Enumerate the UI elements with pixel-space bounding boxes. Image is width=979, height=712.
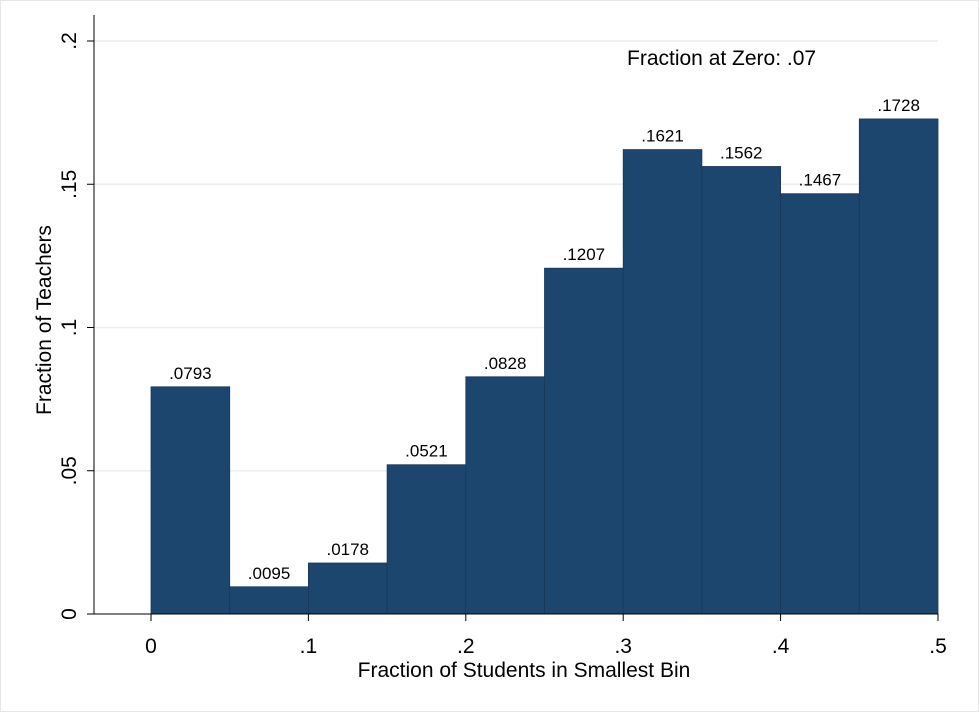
x-tick-label-2: .2 bbox=[457, 635, 475, 658]
bar-5 bbox=[544, 267, 624, 615]
y-tick-label-1: .05 bbox=[58, 456, 81, 485]
y-tick-label-2: .1 bbox=[58, 319, 81, 337]
y-tick-label-3: .15 bbox=[58, 170, 81, 199]
axes bbox=[93, 15, 938, 615]
bar-0 bbox=[150, 386, 231, 615]
bar-label-7: .1562 bbox=[720, 143, 763, 162]
bar-label-1: .0095 bbox=[248, 564, 291, 583]
bar-label-6: .1621 bbox=[641, 127, 684, 146]
x-tick-label-4: .4 bbox=[772, 635, 790, 658]
bars bbox=[150, 118, 939, 615]
bar-6 bbox=[622, 149, 703, 615]
bar-label-2: .0178 bbox=[326, 540, 369, 559]
y-axis-title: Fraction of Teachers bbox=[33, 225, 56, 415]
x-tick-label-3: .3 bbox=[614, 635, 632, 658]
x-axis-title: Fraction of Students in Smallest Bin bbox=[358, 659, 691, 682]
fraction-at-zero-annotation: Fraction at Zero: .07 bbox=[627, 47, 816, 70]
bar-3 bbox=[386, 464, 467, 615]
bar-4 bbox=[465, 376, 545, 615]
y-tick-label-4: .2 bbox=[58, 32, 81, 50]
bar-label-9: .1728 bbox=[877, 96, 920, 115]
x-tick-label-1: .1 bbox=[300, 635, 318, 658]
x-tick-label-5: .5 bbox=[929, 635, 947, 658]
ticks: 0 .05 .1 .15 .2 0 .1 .2 .3 .4 .5 bbox=[58, 32, 947, 658]
bar-2 bbox=[307, 562, 388, 615]
bar-label-8: .1467 bbox=[799, 171, 842, 190]
bar-8 bbox=[780, 193, 860, 615]
y-tick-label-0: 0 bbox=[58, 608, 81, 620]
bar-label-5: .1207 bbox=[563, 245, 606, 264]
x-tick-label-0: 0 bbox=[145, 635, 157, 658]
bar-labels: .0793 .0095 .0178 .0521 .0828 .1207 .1621 .1562… bbox=[169, 96, 920, 583]
bar-label-4: .0828 bbox=[484, 354, 527, 373]
bar-label-3: .0521 bbox=[405, 442, 448, 461]
bar-9 bbox=[858, 118, 939, 615]
bar-1 bbox=[229, 586, 309, 615]
bar-label-0: .0793 bbox=[169, 364, 212, 383]
bar-7 bbox=[701, 166, 782, 615]
